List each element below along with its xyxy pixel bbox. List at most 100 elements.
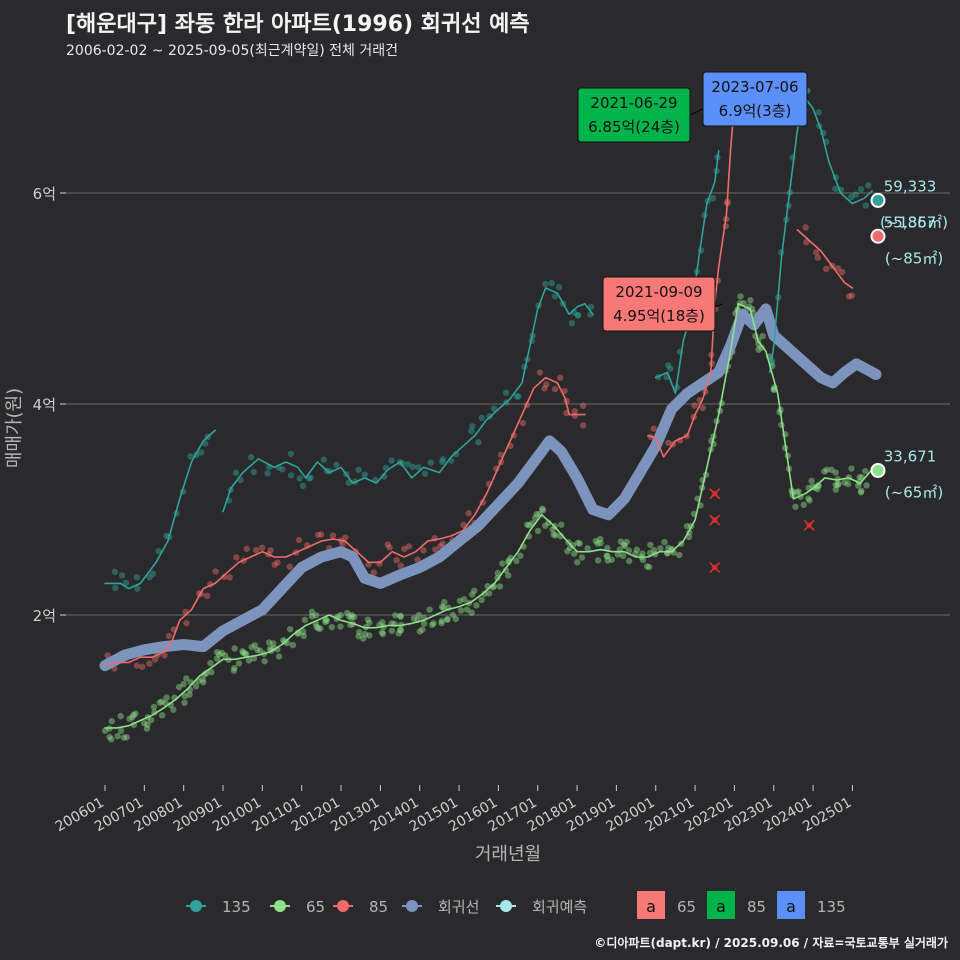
scatter-point-135: [146, 574, 153, 581]
legend-box-letter: a: [646, 897, 656, 916]
forecast-area-label: (~85㎡): [885, 249, 943, 267]
scatter-point-135: [548, 279, 555, 287]
scatter-point-65: [379, 630, 387, 638]
scatter-point-135: [502, 389, 510, 396]
scatter-point-65: [199, 676, 206, 683]
scatter-point-85: [848, 292, 856, 299]
scatter-point-85: [414, 556, 421, 563]
scatter-point-65: [569, 542, 577, 549]
scatter-point-135: [149, 570, 157, 577]
callout-date: 2021-06-29: [590, 94, 677, 112]
scatter-point-65: [683, 522, 691, 530]
scatter-point-135: [409, 463, 417, 471]
scatter-point-85: [536, 369, 544, 376]
scatter-point-65: [355, 633, 362, 640]
scatter-point-65: [270, 640, 277, 647]
legend-box-label: 85: [747, 898, 766, 916]
scatter-point-65: [625, 557, 633, 565]
scatter-point-65: [440, 604, 447, 612]
scatter-point-85: [203, 592, 211, 600]
scatter-point-65: [844, 480, 852, 488]
scatter-point-135: [415, 464, 422, 471]
callout-box-65: [602, 276, 716, 332]
scatter-point-65: [821, 468, 828, 475]
scatter-point-135: [468, 427, 475, 435]
scatter-point-135: [247, 453, 255, 461]
scatter-point-65: [350, 613, 358, 621]
scatter-point-65: [525, 522, 533, 529]
scatter-point-135: [388, 457, 395, 464]
scatter-point-135: [232, 469, 240, 477]
legend-label: 회귀선: [438, 898, 479, 916]
scatter-point-65: [449, 611, 457, 619]
scatter-point-65: [239, 648, 246, 655]
cancelled-deal-dot: [711, 564, 718, 571]
scatter-point-65: [471, 587, 478, 594]
scatter-point-85: [295, 536, 303, 544]
scatter-point-65: [379, 619, 386, 626]
scatter-point-65: [348, 612, 356, 619]
scatter-point-65: [795, 488, 802, 495]
scatter-point-65: [513, 557, 520, 565]
cancelled-deal-dot: [711, 517, 718, 524]
scatter-point-65: [499, 560, 506, 567]
callout-date: 2023-07-06: [711, 78, 798, 96]
scatter-point-65: [117, 712, 124, 720]
scatter-point-65: [808, 477, 815, 485]
series-line-85: [647, 102, 736, 458]
scatter-point-65: [215, 651, 223, 658]
series-line-85: [796, 229, 854, 289]
scatter-point-135: [469, 423, 476, 430]
callout-layer: 2021-06-29 6.85억(24층) 2023-07-06 6.9억(3층) 20…: [577, 71, 808, 332]
scatter-point-65: [416, 628, 424, 635]
scatter-point-65: [523, 521, 531, 528]
scatter-point-85: [556, 374, 564, 381]
scatter-point-135: [667, 365, 674, 372]
scatter-point-65: [517, 552, 524, 559]
scatter-point-85: [286, 563, 294, 570]
scatter-point-65: [345, 613, 353, 620]
scatter-point-65: [221, 652, 229, 659]
scatter-point-85: [386, 544, 393, 551]
scatter-point-65: [397, 613, 404, 620]
scatter-point-65: [243, 650, 250, 658]
scatter-point-65: [231, 645, 238, 652]
y-tick-label: 4억: [33, 396, 56, 414]
forecast-layer: 59,333 (~135㎡)55,867 (~85㎡) 33,671 (~65㎡): [870, 177, 948, 501]
legend-box-key: [707, 891, 735, 919]
scatter-point-85: [551, 385, 559, 393]
scatter-point-65: [361, 630, 369, 638]
y-tick-label: 6억: [33, 185, 56, 203]
legend-dot-key: [406, 900, 418, 912]
scatter-point-135: [333, 461, 340, 468]
scatter-point-65: [130, 711, 137, 719]
forecast-value-label: 33,671: [884, 447, 937, 465]
scatter-point-85: [543, 381, 550, 388]
scatter-point-85: [267, 547, 274, 554]
scatter-point-135: [427, 459, 434, 466]
scatter-point-65: [388, 627, 396, 635]
scatter-point-65: [463, 606, 471, 613]
scatter-point-85: [401, 545, 408, 553]
scatter-point-65: [643, 563, 651, 570]
series-lines: [99, 97, 882, 729]
scatter-point-85: [439, 540, 446, 547]
scatter-point-65: [639, 550, 646, 557]
scatter-point-65: [468, 609, 475, 616]
scatter-point-65: [457, 607, 465, 614]
scatter-point-85: [822, 265, 830, 273]
scatter-point-65: [186, 691, 193, 698]
scatter-point-135: [491, 405, 498, 412]
scatter-point-65: [597, 535, 604, 543]
scatter-point-65: [538, 505, 546, 512]
scatter-point-65: [452, 615, 460, 623]
scatter-point-85: [384, 541, 392, 548]
scatter-point-65: [625, 547, 633, 554]
scatter-point-65: [617, 538, 625, 545]
legend-label: 회귀예측: [532, 898, 587, 916]
scatter-point-65: [438, 617, 445, 625]
series-line-135: [769, 97, 873, 374]
scatter-point-135: [404, 461, 412, 468]
scatter-point-135: [832, 185, 839, 192]
